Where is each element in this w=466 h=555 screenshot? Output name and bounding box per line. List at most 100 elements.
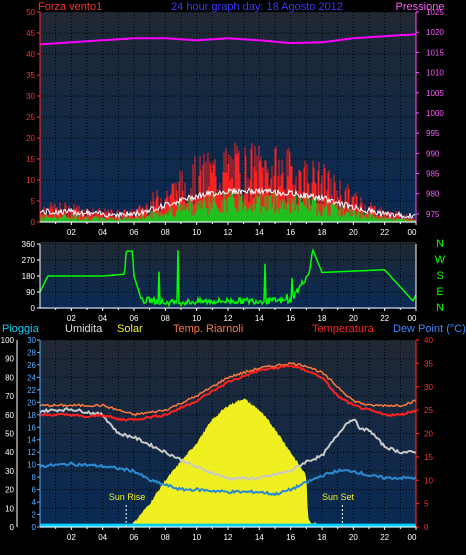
x-tick-label: 00 [408, 228, 417, 237]
y-tick-rain: 0 [10, 523, 15, 532]
x-tick-label: 14 [255, 533, 264, 542]
y-tick-left: 45 [26, 29, 35, 38]
legend-pioggia: Pioggia [2, 323, 40, 335]
x-tick-label: 06 [130, 228, 139, 237]
x-tick-label: 18 [318, 314, 327, 323]
y-tick-right-temp: 40 [424, 336, 433, 345]
x-tick-label: 08 [161, 228, 170, 237]
wind-label: Forza vento1 [38, 1, 102, 13]
x-tick-label: 08 [161, 533, 170, 542]
legend-dew-point: Dew Point (°C) [393, 323, 466, 335]
x-tick-label: 18 [318, 228, 327, 237]
x-tick-label: 08 [161, 314, 170, 323]
y-tick-right-temp: 0 [424, 523, 429, 532]
legend-umidita: Umidita [65, 323, 103, 335]
x-tick-label: 20 [349, 314, 358, 323]
y-tick-direction: 270 [22, 256, 36, 265]
panel-3-series [39, 362, 417, 528]
dir-label-w: W [435, 254, 446, 266]
panel-1-series [39, 33, 417, 222]
y-tick-left2: 8 [32, 473, 37, 482]
sun-set-label: Sun Set [322, 492, 355, 502]
x-tick-label: 04 [98, 533, 107, 542]
x-tick-label: 02 [67, 228, 76, 237]
y-tick-rain: 60 [5, 411, 14, 420]
y-tick-left: 25 [26, 113, 35, 122]
y-tick-left2: 14 [27, 436, 36, 445]
y-tick-left: 15 [26, 155, 35, 164]
x-tick-label: 22 [380, 314, 389, 323]
y-tick-left: 50 [26, 8, 35, 17]
y-tick-left2: 24 [27, 373, 36, 382]
y-tick-direction: 360 [22, 240, 36, 249]
y-tick-right-temp: 25 [424, 406, 433, 415]
y-tick-rain: 100 [1, 336, 15, 345]
dir-label-s: S [436, 270, 443, 282]
x-tick-label: 06 [130, 314, 139, 323]
y-tick-direction: 90 [26, 288, 35, 297]
x-tick-label: 16 [286, 533, 295, 542]
x-tick-label: 14 [255, 314, 264, 323]
y-tick-left: 20 [26, 134, 35, 143]
y-tick-direction: 0 [31, 304, 36, 313]
dir-label-n-bottom: N [436, 302, 444, 314]
y-tick-right: 980 [426, 190, 440, 199]
y-tick-right: 1015 [426, 48, 444, 57]
temp-riarnoli-line [39, 362, 417, 417]
y-tick-direction: 180 [22, 272, 36, 281]
y-tick-right: 995 [426, 129, 440, 138]
dir-label-e: E [436, 286, 443, 298]
dir-label-n-top: N [436, 238, 444, 250]
y-tick-rain: 20 [5, 486, 14, 495]
x-tick-label: 10 [192, 228, 201, 237]
y-tick-right: 1025 [426, 8, 444, 17]
sun-rise-label: Sun Rise [109, 492, 146, 502]
y-tick-left2: 26 [27, 361, 36, 370]
y-tick-right: 990 [426, 149, 440, 158]
dewpoint-line [39, 461, 417, 497]
panel-2-series [39, 248, 417, 309]
x-tick-label: 02 [67, 533, 76, 542]
y-tick-right-temp: 35 [424, 359, 433, 368]
y-tick-right: 1000 [426, 109, 444, 118]
x-tick-label: 16 [286, 314, 295, 323]
y-tick-left: 5 [31, 197, 36, 206]
x-tick-label: 04 [98, 228, 107, 237]
x-tick-label: 12 [224, 533, 233, 542]
solar-area [127, 398, 351, 528]
y-tick-right: 1010 [426, 69, 444, 78]
x-tick-label: 00 [408, 314, 417, 323]
x-tick-label: 10 [192, 533, 201, 542]
y-tick-left: 10 [26, 176, 35, 185]
temperature-line [39, 364, 417, 422]
x-tick-label: 06 [130, 533, 139, 542]
y-tick-left2: 20 [27, 398, 36, 407]
y-tick-rain: 10 [5, 504, 14, 513]
y-tick-left2: 2 [32, 511, 37, 520]
y-tick-left: 40 [26, 50, 35, 59]
legend-temp-riarnoli: Temp. Riarnoli [173, 323, 243, 335]
y-tick-right-temp: 5 [424, 500, 429, 509]
y-tick-left2: 0 [32, 523, 37, 532]
y-tick-right: 1005 [426, 89, 444, 98]
y-tick-left2: 30 [27, 336, 36, 345]
x-tick-label: 20 [349, 533, 358, 542]
axes-labels: 0510152025303540455097598098599099510001… [1, 8, 445, 542]
y-tick-left2: 6 [32, 486, 37, 495]
x-tick-label: 22 [380, 533, 389, 542]
x-tick-label: 14 [255, 228, 264, 237]
pressure-label: Pressione [396, 1, 445, 13]
direction-line [39, 248, 417, 309]
y-tick-left2: 28 [27, 348, 36, 357]
legend-solar: Solar [117, 323, 143, 335]
legend-temperatura: Temperatura [312, 323, 375, 335]
y-tick-left2: 16 [27, 423, 36, 432]
y-tick-right: 975 [426, 210, 440, 219]
x-tick-label: 10 [192, 314, 201, 323]
y-tick-left: 0 [31, 218, 36, 227]
y-tick-left2: 22 [27, 386, 36, 395]
y-tick-right-temp: 20 [424, 430, 433, 439]
y-tick-rain: 80 [5, 373, 14, 382]
y-tick-rain: 90 [5, 355, 14, 364]
